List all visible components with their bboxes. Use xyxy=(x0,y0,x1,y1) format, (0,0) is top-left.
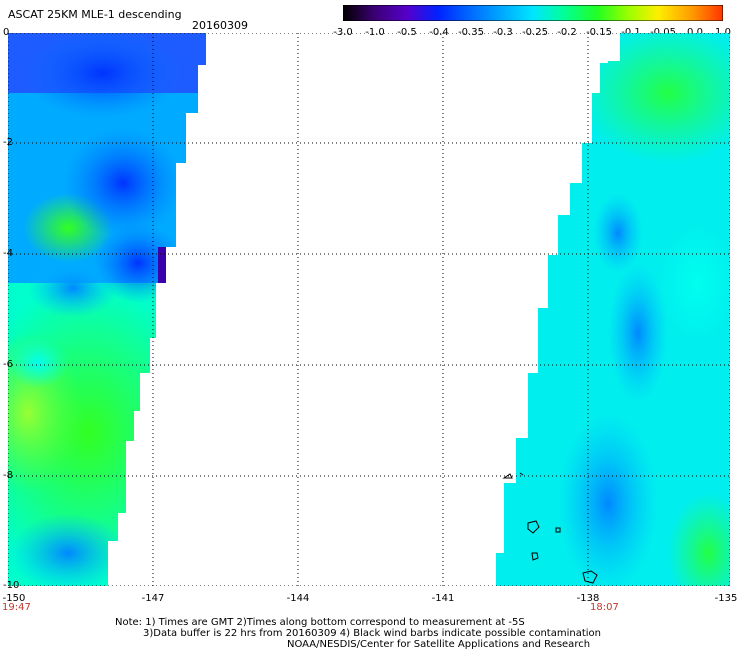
left-swath xyxy=(8,33,206,586)
lon-label: -150 xyxy=(2,593,26,604)
color-scale-bar xyxy=(343,5,723,21)
time-label-left: 19:47 xyxy=(2,602,31,613)
scale-label: -0.2 xyxy=(557,27,577,38)
note-line-1: Note: 1) Times are GMT 2)Times along bot… xyxy=(115,617,525,628)
lat-label: -6 xyxy=(3,359,13,370)
lon-label: -138 xyxy=(576,593,600,604)
lon-label: -141 xyxy=(431,593,455,604)
lat-label: -10 xyxy=(3,580,20,591)
scale-label: 1.0 xyxy=(715,27,731,38)
right-swath xyxy=(496,33,730,586)
scale-label: -0.5 xyxy=(397,27,417,38)
scale-label: -1.0 xyxy=(365,27,385,38)
lat-label: -8 xyxy=(3,470,13,481)
scale-label: -0.35 xyxy=(458,27,484,38)
scale-label: 0.0 xyxy=(687,27,703,38)
lat-label: 0 xyxy=(3,27,10,38)
scale-label: -3.0 xyxy=(333,27,353,38)
lon-label: -147 xyxy=(141,593,165,604)
note-line-3: NOAA/NESDIS/Center for Satellite Applica… xyxy=(287,639,591,650)
scale-label: -0.1 xyxy=(621,27,641,38)
lat-label: -4 xyxy=(3,248,13,259)
map-date: 20160309 xyxy=(192,19,248,32)
map-title: ASCAT 25KM MLE-1 descending xyxy=(8,8,182,21)
scale-label: -0.15 xyxy=(586,27,612,38)
footnotes: Note: 1) Times are GMT 2)Times along bot… xyxy=(115,617,601,650)
scale-label: -0.25 xyxy=(522,27,548,38)
lat-label: -2 xyxy=(3,137,13,148)
note-line-2: 3)Data buffer is 22 hrs from 20160309 4)… xyxy=(143,628,601,639)
color-scale-labels: -3.0 -1.0 -0.5 -0.4 -0.35 -0.3 -0.25 -0.… xyxy=(333,27,735,39)
time-label-right: 18:07 xyxy=(590,602,619,613)
lon-label: -144 xyxy=(286,593,310,604)
lon-label: -135 xyxy=(714,593,738,604)
scale-label: -0.3 xyxy=(493,27,513,38)
scale-label: -0.4 xyxy=(429,27,449,38)
island-outlines xyxy=(502,472,598,584)
scale-label: -0.05 xyxy=(650,27,676,38)
wind-map[interactable] xyxy=(8,33,730,586)
graticule xyxy=(8,33,730,586)
